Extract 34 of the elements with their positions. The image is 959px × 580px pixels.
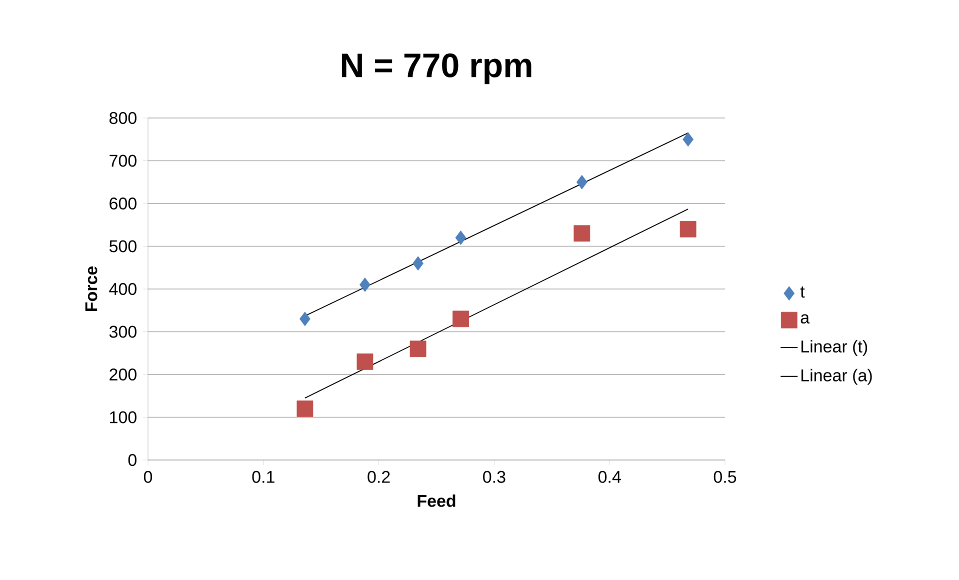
chart-title: N = 770 rpm [342,53,532,84]
legend-label: t [800,286,805,298]
legend-label: Linear (a) [802,368,872,385]
point [299,312,310,326]
x-tick-label: 0.1 [252,470,274,483]
point [452,310,469,328]
x-tick-label: 0.2 [368,470,390,483]
legend-label: a [800,314,810,324]
point [455,230,466,245]
x-tick-label: 0.4 [598,470,621,483]
y-axis-title: Force [85,266,98,312]
x-tick-label: 0 [144,470,152,483]
y-tick-label: 300 [109,326,136,338]
point [360,278,370,292]
point [682,132,694,147]
y-tick-label: 800 [110,112,136,124]
point [356,353,374,370]
point [412,256,424,271]
y-tick-label: 100 [110,411,136,424]
point [410,340,426,358]
x-axis-title: Feed [418,494,456,507]
y-tick-label: 700 [110,154,136,167]
point [576,174,588,190]
y-tick-label: 0 [128,454,136,466]
y-tick-label: 200 [110,368,136,381]
y-tick-label: 400 [109,282,136,296]
x-tick-label: 0.3 [483,470,506,483]
x-tick-label: 0.5 [714,470,736,483]
point [680,220,696,238]
point [574,225,590,242]
y-tick-label: 500 [109,240,136,252]
legend-label: Linear (t) [802,340,868,356]
point [296,400,314,417]
y-tick-label: 600 [110,197,136,210]
